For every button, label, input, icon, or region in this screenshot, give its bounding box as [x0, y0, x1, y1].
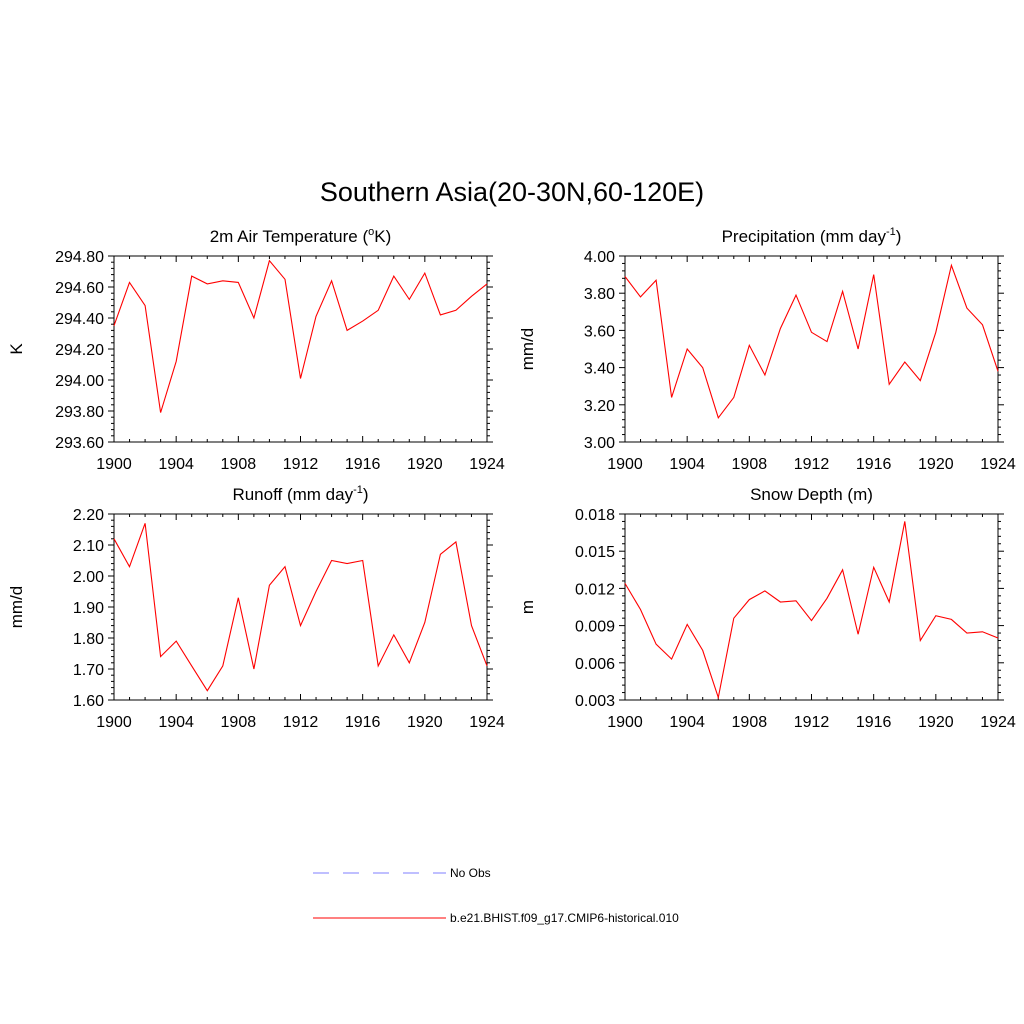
y-axis-label: mm/d: [518, 328, 537, 371]
x-tick-label: 1916: [345, 456, 381, 473]
plot-frame: [113, 513, 488, 701]
subplot-title: Snow Depth (m): [750, 485, 873, 504]
plot-frame: [113, 255, 488, 443]
plot-frame: [624, 255, 999, 443]
legend: No Obs b.e21.BHIST.f09_g17.CMIP6-histori…: [313, 866, 679, 925]
series-line: [624, 521, 999, 700]
x-tick-label: 1924: [980, 456, 1016, 473]
y-tick-label: 0.012: [575, 581, 615, 598]
x-tick-label: 1908: [732, 456, 768, 473]
x-tick-label: 1924: [469, 456, 505, 473]
x-tick-label: 1912: [283, 456, 319, 473]
panel-runoff: Runoff (mm day-1) mm/d 1900 1904 1908 1912 191…: [7, 484, 505, 731]
x-tick-label: 1904: [669, 714, 705, 731]
panel-air-temperature: 2m Air Temperature (oK) K 1900 1904 1908 1912…: [7, 226, 505, 473]
y-tick-label: 0.009: [575, 619, 615, 636]
y-tick-label: 2.10: [73, 538, 104, 555]
x-tick-label: 1904: [158, 714, 194, 731]
y-tick-label: 2.20: [73, 507, 104, 524]
y-tick-label: 294.80: [55, 249, 104, 266]
x-tick-label: 1908: [221, 714, 257, 731]
x-tick-label: 1920: [918, 714, 954, 731]
subplot-title: Runoff (mm day-1): [232, 484, 368, 504]
figure-title: Southern Asia(20-30N,60-120E): [320, 177, 704, 207]
plot-frame: [624, 513, 999, 701]
x-tick-label: 1904: [669, 456, 705, 473]
y-axis-label: K: [7, 343, 26, 355]
series-line: [113, 523, 488, 692]
x-tick-label: 1920: [407, 714, 443, 731]
subplot-title: 2m Air Temperature (oK): [210, 226, 392, 246]
y-tick-label: 1.80: [73, 631, 104, 648]
x-tick-label: 1900: [607, 456, 643, 473]
y-axis-label: mm/d: [7, 586, 26, 629]
x-tick-label: 1916: [856, 456, 892, 473]
x-tick-label: 1900: [607, 714, 643, 731]
y-tick-label: 3.60: [584, 323, 615, 340]
series-line: [113, 259, 488, 413]
x-tick-label: 1920: [407, 456, 443, 473]
subplot-title: Precipitation (mm day-1): [722, 226, 902, 246]
x-tick-label: 1912: [794, 456, 830, 473]
x-tick-label: 1900: [96, 714, 132, 731]
y-tick-label: 294.00: [55, 373, 104, 390]
legend-label-no-obs: No Obs: [450, 866, 491, 880]
y-tick-label: 0.015: [575, 544, 615, 561]
y-tick-label: 1.70: [73, 662, 104, 679]
y-tick-label: 293.60: [55, 435, 104, 452]
y-tick-label: 3.40: [584, 361, 615, 378]
y-tick-label: 294.20: [55, 342, 104, 359]
y-tick-label: 3.20: [584, 398, 615, 415]
y-tick-label: 0.003: [575, 693, 615, 710]
x-tick-label: 1924: [469, 714, 505, 731]
y-tick-label: 1.90: [73, 600, 104, 617]
x-tick-label: 1912: [283, 714, 319, 731]
y-tick-label: 0.006: [575, 656, 615, 673]
x-tick-label: 1904: [158, 456, 194, 473]
panel-snow-depth: Snow Depth (m) m 1900 1904 1908 1912 1916 1920 1…: [518, 485, 1016, 731]
x-tick-label: 1908: [732, 714, 768, 731]
legend-label-model: b.e21.BHIST.f09_g17.CMIP6-historical.010: [450, 911, 679, 925]
y-axis-label: m: [518, 600, 537, 614]
y-tick-label: 294.60: [55, 280, 104, 297]
y-tick-label: 293.80: [55, 404, 104, 421]
y-tick-label: 294.40: [55, 311, 104, 328]
x-tick-label: 1920: [918, 456, 954, 473]
x-tick-label: 1916: [345, 714, 381, 731]
x-tick-label: 1900: [96, 456, 132, 473]
x-tick-label: 1912: [794, 714, 830, 731]
y-tick-label: 0.018: [575, 507, 615, 524]
y-tick-label: 4.00: [584, 249, 615, 266]
x-tick-label: 1916: [856, 714, 892, 731]
y-tick-label: 3.00: [584, 435, 615, 452]
series-line: [624, 263, 999, 419]
x-tick-label: 1924: [980, 714, 1016, 731]
y-tick-label: 2.00: [73, 569, 104, 586]
y-tick-label: 3.80: [584, 286, 615, 303]
y-tick-label: 1.60: [73, 693, 104, 710]
panel-precipitation: Precipitation (mm day-1) mm/d 1900 1904 1908…: [518, 226, 1016, 473]
x-tick-label: 1908: [221, 456, 257, 473]
